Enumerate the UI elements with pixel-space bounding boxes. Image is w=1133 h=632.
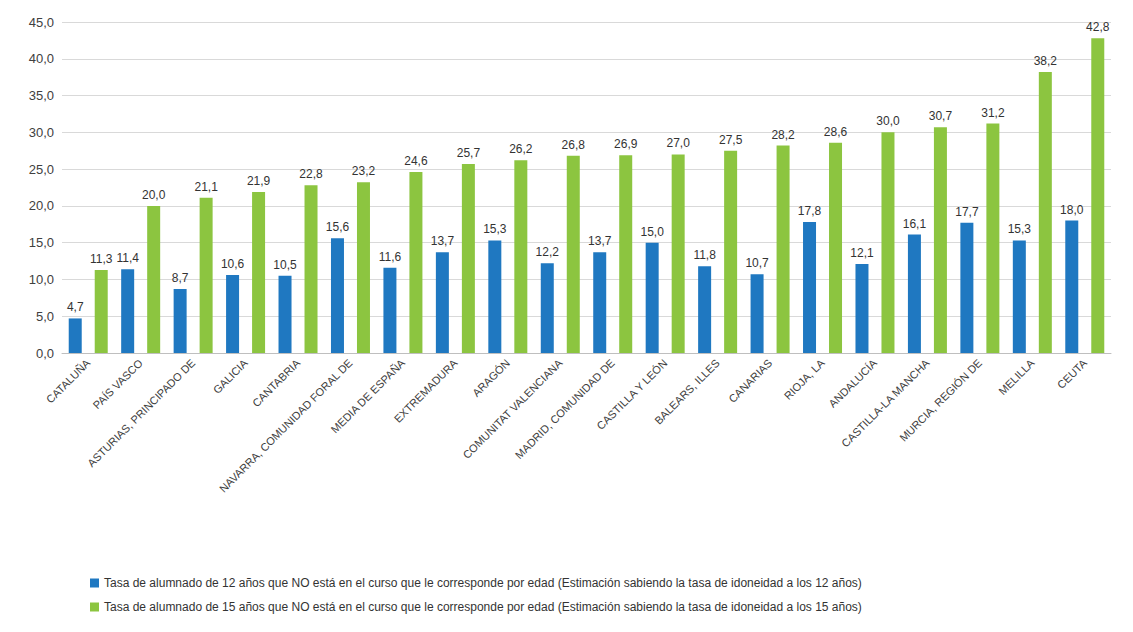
svg-text:21,9: 21,9 bbox=[247, 174, 271, 188]
svg-text:COMUNITAT VALENCIANA: COMUNITAT VALENCIANA bbox=[460, 356, 565, 461]
svg-text:BALEARS, ILLES: BALEARS, ILLES bbox=[652, 357, 722, 427]
svg-text:12,1: 12,1 bbox=[850, 246, 874, 260]
svg-text:25,7: 25,7 bbox=[457, 146, 481, 160]
svg-text:CANARIAS: CANARIAS bbox=[726, 357, 774, 405]
svg-text:12,2: 12,2 bbox=[536, 245, 560, 259]
svg-text:10,7: 10,7 bbox=[745, 256, 769, 270]
svg-text:30,0: 30,0 bbox=[29, 125, 54, 140]
svg-text:NAVARRA, COMUNIDAD FORAL DE: NAVARRA, COMUNIDAD FORAL DE bbox=[216, 356, 355, 495]
svg-text:16,1: 16,1 bbox=[903, 217, 927, 231]
svg-text:28,2: 28,2 bbox=[771, 128, 795, 142]
svg-text:CEUTA: CEUTA bbox=[1055, 356, 1090, 391]
svg-text:15,3: 15,3 bbox=[1008, 222, 1032, 236]
svg-text:MURCIA, REGIÓN DE: MURCIA, REGIÓN DE bbox=[897, 357, 984, 444]
svg-text:10,5: 10,5 bbox=[273, 258, 297, 272]
svg-text:15,0: 15,0 bbox=[29, 235, 54, 250]
svg-text:10,6: 10,6 bbox=[221, 257, 245, 271]
svg-text:ARAGÓN: ARAGÓN bbox=[470, 357, 512, 399]
svg-text:17,7: 17,7 bbox=[955, 205, 979, 219]
svg-text:10,0: 10,0 bbox=[29, 272, 54, 287]
svg-text:15,3: 15,3 bbox=[483, 222, 507, 236]
svg-text:26,2: 26,2 bbox=[509, 142, 533, 156]
svg-text:CASTILLA Y LEÓN: CASTILLA Y LEÓN bbox=[594, 356, 670, 432]
svg-text:15,0: 15,0 bbox=[640, 225, 664, 239]
svg-text:13,7: 13,7 bbox=[588, 234, 612, 248]
svg-text:MEDIA DE ESPAÑA: MEDIA DE ESPAÑA bbox=[328, 356, 407, 435]
svg-text:23,2: 23,2 bbox=[352, 164, 376, 178]
svg-text:20,0: 20,0 bbox=[142, 188, 166, 202]
svg-text:Tasa de alumnado de 12 años qu: Tasa de alumnado de 12 años que NO está … bbox=[104, 576, 862, 590]
svg-text:5,0: 5,0 bbox=[36, 309, 54, 324]
svg-text:27,5: 27,5 bbox=[719, 133, 743, 147]
svg-text:CANTABRIA: CANTABRIA bbox=[250, 356, 303, 409]
svg-text:31,2: 31,2 bbox=[981, 106, 1005, 120]
svg-text:GALICIA: GALICIA bbox=[211, 356, 251, 396]
svg-text:24,6: 24,6 bbox=[404, 154, 428, 168]
svg-text:22,8: 22,8 bbox=[299, 167, 323, 181]
svg-text:25,0: 25,0 bbox=[29, 162, 54, 177]
svg-text:15,6: 15,6 bbox=[326, 220, 350, 234]
svg-text:28,6: 28,6 bbox=[824, 125, 848, 139]
svg-text:18,0: 18,0 bbox=[1060, 203, 1084, 217]
svg-text:30,7: 30,7 bbox=[929, 109, 953, 123]
svg-text:20,0: 20,0 bbox=[29, 198, 54, 213]
svg-text:11,4: 11,4 bbox=[116, 251, 139, 265]
svg-text:13,7: 13,7 bbox=[431, 234, 455, 248]
svg-text:40,0: 40,0 bbox=[29, 51, 54, 66]
svg-text:26,9: 26,9 bbox=[614, 137, 638, 151]
svg-text:26,8: 26,8 bbox=[562, 138, 586, 152]
svg-text:CATALUÑA: CATALUÑA bbox=[44, 356, 93, 405]
svg-text:4,7: 4,7 bbox=[67, 300, 84, 314]
svg-text:ASTURIAS, PRINCIPADO DE: ASTURIAS, PRINCIPADO DE bbox=[85, 357, 197, 469]
svg-text:EXTREMADURA: EXTREMADURA bbox=[392, 356, 461, 425]
svg-text:8,7: 8,7 bbox=[172, 271, 189, 285]
svg-text:35,0: 35,0 bbox=[29, 88, 54, 103]
svg-text:21,1: 21,1 bbox=[194, 180, 218, 194]
svg-text:ANDALUCÍA: ANDALUCÍA bbox=[826, 356, 879, 409]
svg-text:RIOJA, LA: RIOJA, LA bbox=[782, 356, 828, 402]
svg-text:CASTILLA-LA MANCHA: CASTILLA-LA MANCHA bbox=[839, 356, 932, 449]
svg-text:38,2: 38,2 bbox=[1034, 54, 1058, 68]
svg-text:11,3: 11,3 bbox=[90, 252, 113, 266]
svg-text:0,0: 0,0 bbox=[36, 346, 54, 361]
svg-text:42,8: 42,8 bbox=[1086, 20, 1110, 34]
svg-text:11,8: 11,8 bbox=[693, 248, 716, 262]
svg-text:30,0: 30,0 bbox=[876, 114, 900, 128]
svg-text:PAÍS VASCO: PAÍS VASCO bbox=[91, 356, 146, 411]
svg-text:27,0: 27,0 bbox=[666, 136, 690, 150]
svg-text:Tasa de alumnado de 15 años qu: Tasa de alumnado de 15 años que NO está … bbox=[104, 600, 862, 614]
svg-text:MELILLA: MELILLA bbox=[996, 356, 1037, 397]
svg-text:45,0: 45,0 bbox=[29, 15, 54, 30]
svg-text:17,8: 17,8 bbox=[798, 204, 822, 218]
svg-text:11,6: 11,6 bbox=[379, 250, 402, 264]
svg-text:MADRID, COMUNIDAD DE: MADRID, COMUNIDAD DE bbox=[513, 357, 617, 461]
